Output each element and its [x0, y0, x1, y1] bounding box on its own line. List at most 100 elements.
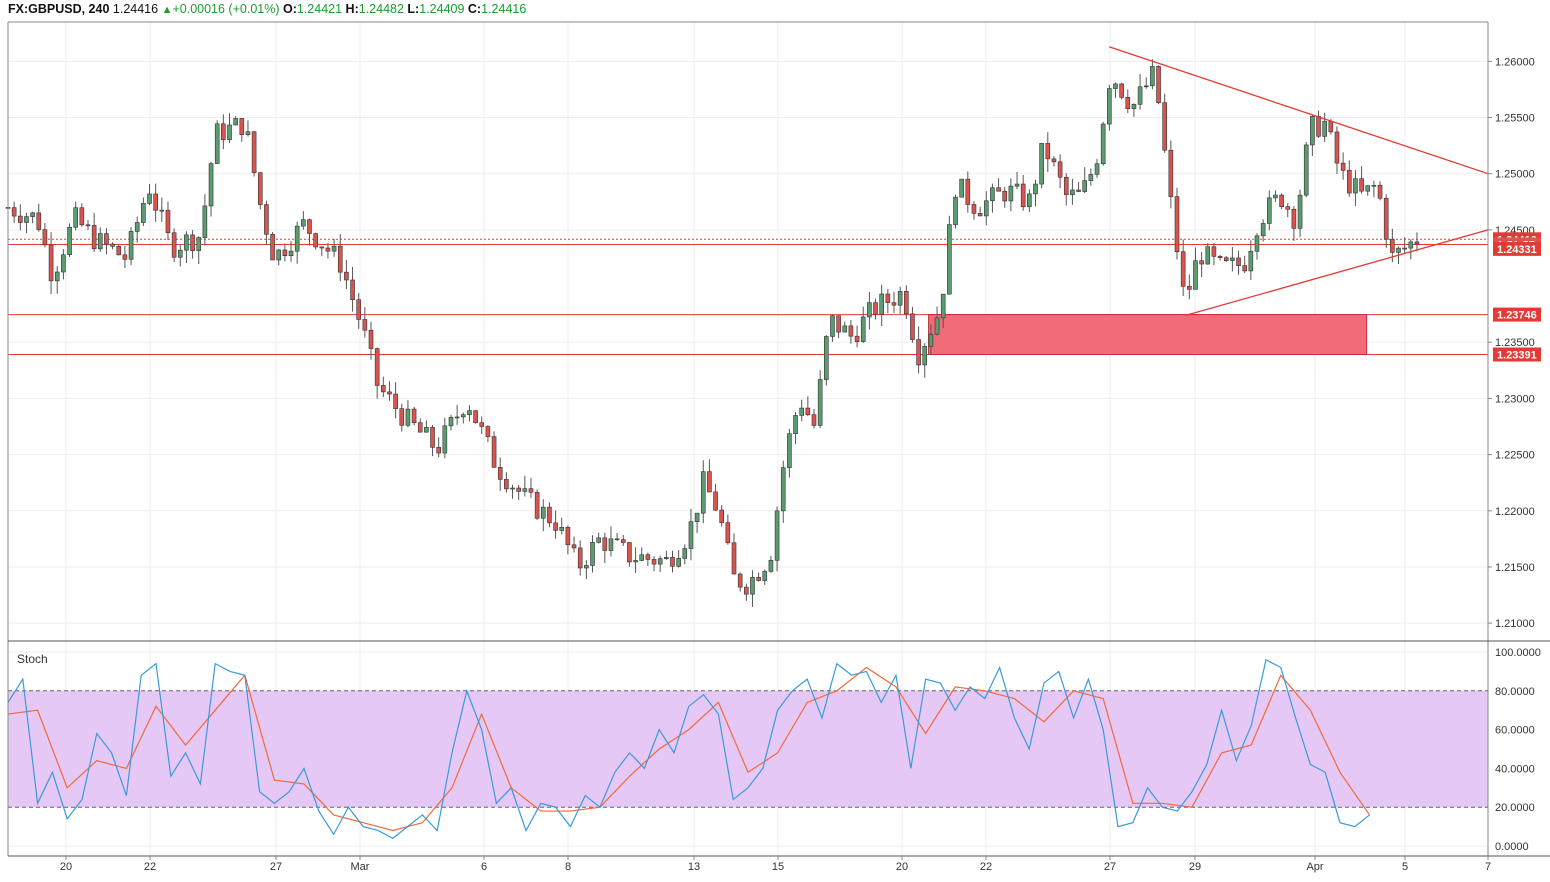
trendline: [1185, 229, 1489, 316]
candle-body: [1408, 241, 1414, 249]
candle-body: [313, 233, 318, 248]
candle-body: [171, 232, 177, 258]
candle-body: [879, 293, 884, 315]
time-tick-label: 29: [1189, 861, 1201, 873]
candle-body: [1303, 144, 1309, 196]
candle-body: [1223, 257, 1229, 261]
candle-body: [331, 245, 337, 252]
candle-body: [1322, 121, 1327, 137]
candle-body: [1131, 103, 1137, 109]
candle-body: [1266, 197, 1272, 224]
price-tag-label: 1.23391: [1497, 349, 1537, 361]
candle-body: [836, 315, 841, 333]
candle-body: [337, 245, 343, 273]
candle-body: [1094, 163, 1100, 175]
candle-body: [774, 510, 780, 561]
candle-body: [1254, 235, 1260, 252]
candle-body: [934, 317, 940, 335]
candle-body: [971, 204, 977, 214]
candle-body: [1205, 246, 1211, 265]
candle-body: [1396, 247, 1401, 253]
candle-body: [491, 436, 497, 468]
candle-body: [830, 315, 835, 337]
candle-body: [1156, 66, 1161, 103]
price-tick-label: 1.22500: [1495, 450, 1535, 462]
candle-body: [97, 233, 103, 250]
candle-body: [411, 408, 417, 423]
candle-body: [1291, 208, 1297, 229]
candle-body: [1014, 183, 1020, 187]
price-tag-label: 1.24331: [1497, 244, 1537, 256]
candle-body: [393, 393, 398, 409]
candle-body: [134, 222, 140, 232]
price-tick-label: 1.23000: [1495, 393, 1535, 405]
candle-body: [1088, 174, 1094, 181]
candle-body: [301, 219, 306, 227]
high-label: H:: [345, 2, 359, 16]
candle-body: [288, 250, 294, 257]
close-label: C:: [467, 2, 482, 16]
candle-body: [1119, 83, 1124, 98]
candle-body: [282, 249, 288, 257]
candle-body: [196, 237, 202, 251]
candle-body: [1316, 116, 1321, 137]
candle-body: [1211, 246, 1217, 257]
stoch-tick-label: 80.0000: [1495, 686, 1535, 698]
time-axis[interactable]: 20 22 27 Mar 6 8 13 15 20 22 27 29 Apr 5 7: [60, 856, 1491, 873]
candle-body: [245, 131, 251, 135]
candle-body: [24, 216, 29, 223]
candle-body: [885, 293, 891, 303]
time-tick-label: 22: [980, 861, 992, 873]
candle-body: [854, 335, 860, 342]
candle-body: [780, 467, 786, 512]
trendline: [1108, 46, 1489, 175]
candle-body: [1279, 194, 1284, 207]
candle-body: [208, 163, 214, 207]
candle-body: [793, 415, 798, 434]
high-value: 1.24482: [358, 2, 404, 16]
stoch-tick-label: 60.0000: [1495, 725, 1535, 737]
candle-body: [374, 348, 380, 386]
candle-body: [903, 290, 909, 315]
candle-body: [473, 410, 478, 423]
candle-body: [608, 538, 614, 551]
candle-body: [1199, 260, 1204, 265]
candle-body: [596, 537, 601, 543]
candle-body: [1371, 185, 1377, 187]
open-value: 1.24421: [296, 2, 343, 16]
candle-body: [1002, 190, 1008, 202]
candle-body: [1107, 88, 1112, 125]
candle-body: [768, 560, 774, 572]
candle-body: [454, 416, 460, 419]
symbol-label[interactable]: FX:GBPUSD, 240: [8, 2, 110, 16]
candle-body: [700, 471, 706, 514]
candle-body: [233, 118, 238, 126]
candle-body: [664, 557, 669, 559]
zone-rect: [928, 314, 1368, 355]
time-tick-label: 6: [481, 861, 487, 873]
candle-body: [534, 491, 540, 519]
candle-body: [467, 410, 472, 415]
candle-body: [460, 414, 466, 418]
price-tag-bg: [1493, 307, 1541, 322]
candle-body: [657, 558, 663, 565]
candle-body: [294, 225, 300, 252]
candle-body: [528, 488, 534, 493]
price-axis[interactable]: 1.260001.255001.250001.245001.235001.230…: [1488, 56, 1535, 630]
time-tick-label: 22: [144, 861, 156, 873]
time-tick-label: 5: [1402, 861, 1408, 873]
candle-body: [30, 212, 35, 217]
candle-body: [1168, 149, 1174, 197]
candle-body: [590, 542, 595, 566]
candle-body: [48, 244, 54, 282]
candle-body: [1365, 185, 1371, 192]
candle-body: [1057, 161, 1063, 178]
candle-body: [1414, 241, 1420, 245]
candle-body: [264, 204, 269, 235]
candle-body: [897, 290, 903, 306]
last-price: 1.24416: [112, 2, 159, 16]
candle-body: [153, 193, 158, 211]
candle-body: [553, 522, 558, 531]
candle-body: [141, 203, 146, 223]
